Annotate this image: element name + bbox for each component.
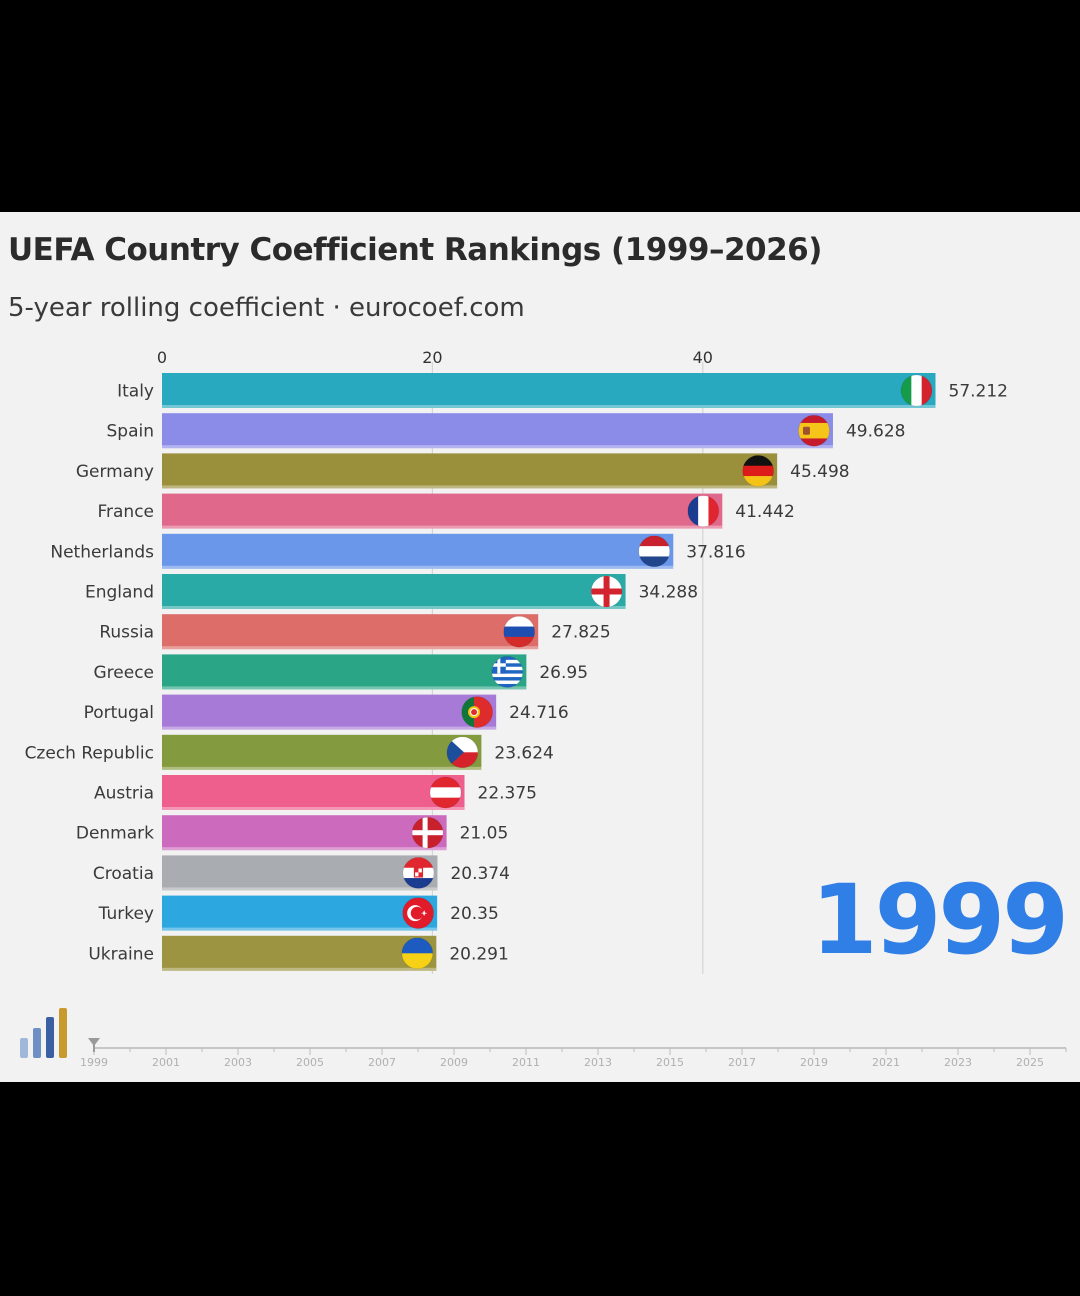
category-label: Italy xyxy=(117,382,154,402)
timeline-year-label: 2021 xyxy=(872,1056,900,1069)
x-tick-label: 0 xyxy=(157,348,167,367)
bar-row: Croatia 20.374 xyxy=(93,855,510,891)
bar-row: France 41.442 xyxy=(97,493,795,529)
value-label: 20.374 xyxy=(450,864,509,884)
croatia-flag-icon xyxy=(402,856,435,889)
bar-row: Austria 22.375 xyxy=(94,775,537,810)
chart-subtitle: 5-year rolling coefficient · eurocoef.co… xyxy=(8,293,525,323)
category-label: Denmark xyxy=(76,824,154,844)
austria-flag-icon xyxy=(429,776,462,809)
category-label: Spain xyxy=(107,422,155,442)
bar xyxy=(162,493,723,529)
bar xyxy=(162,533,674,569)
timeline-year-label: 2007 xyxy=(368,1056,396,1069)
bar-chart-logo-icon xyxy=(20,1008,67,1058)
timeline-year-label: 2015 xyxy=(656,1056,684,1069)
timeline-current-marker xyxy=(88,1038,100,1046)
value-label: 22.375 xyxy=(478,784,537,804)
greece-flag-icon xyxy=(491,655,524,688)
category-label: Portugal xyxy=(84,703,154,723)
timeline-year-label: 2013 xyxy=(584,1056,612,1069)
bar-row: Czech Republic 23.624 xyxy=(25,734,554,770)
chart-title: UEFA Country Coefficient Rankings (1999–… xyxy=(8,232,822,268)
category-label: Greece xyxy=(93,663,154,683)
bar xyxy=(162,694,497,730)
bar xyxy=(162,654,527,690)
england-flag-icon xyxy=(590,575,623,608)
ukraine-flag-icon xyxy=(401,937,434,970)
bar xyxy=(162,815,447,851)
bar xyxy=(162,614,539,650)
denmark-flag-icon xyxy=(411,816,444,849)
category-label: England xyxy=(85,583,154,603)
bar-row: Russia 27.825 xyxy=(99,614,611,650)
spain-flag-icon xyxy=(797,414,830,447)
netherlands-flag-icon xyxy=(638,535,671,568)
timeline-year-label: 2005 xyxy=(296,1056,324,1069)
bar-row: England 34.288 xyxy=(85,574,698,609)
bar-row: Greece 26.95 xyxy=(93,654,588,690)
value-label: 27.825 xyxy=(551,623,610,643)
value-label: 23.624 xyxy=(494,743,553,763)
bar-row: Netherlands 37.816 xyxy=(50,533,746,569)
value-label: 45.498 xyxy=(790,462,849,482)
germany-flag-icon xyxy=(742,454,775,487)
timeline-year-label: 2011 xyxy=(512,1056,540,1069)
timeline-year-label: 2025 xyxy=(1016,1056,1044,1069)
czech-republic-flag-icon xyxy=(446,736,479,769)
turkey-flag-icon xyxy=(402,897,435,930)
bar-row: Turkey 20.35 xyxy=(98,895,499,931)
category-label: Russia xyxy=(99,623,154,643)
value-label: 20.35 xyxy=(450,904,499,924)
category-label: Netherlands xyxy=(50,542,154,562)
bar xyxy=(162,574,626,609)
bar-row: Spain 49.628 xyxy=(107,413,905,449)
value-label: 49.628 xyxy=(846,422,905,442)
bar xyxy=(162,855,438,891)
category-label: Austria xyxy=(94,784,154,804)
category-label: Turkey xyxy=(98,904,154,924)
bar xyxy=(162,453,778,489)
value-label: 37.816 xyxy=(686,542,745,562)
category-label: France xyxy=(97,502,154,522)
value-label: 57.212 xyxy=(949,382,1008,402)
italy-flag-icon xyxy=(900,374,933,407)
value-label: 21.05 xyxy=(460,824,509,844)
bar xyxy=(162,734,482,770)
value-label: 20.291 xyxy=(449,944,508,964)
portugal-flag-icon xyxy=(461,696,494,729)
x-tick-label: 40 xyxy=(693,348,713,367)
bar-row: Germany 45.498 xyxy=(76,453,850,489)
bar xyxy=(162,775,465,810)
timeline-year-label: 2019 xyxy=(800,1056,828,1069)
bar-row: Italy 57.212 xyxy=(117,373,1008,408)
bar xyxy=(162,413,833,449)
bar xyxy=(162,895,438,931)
value-label: 34.288 xyxy=(639,583,698,603)
russia-flag-icon xyxy=(503,615,536,648)
timeline-year-label: 2003 xyxy=(224,1056,252,1069)
bar-row: Denmark 21.05 xyxy=(76,815,509,851)
value-label: 24.716 xyxy=(509,703,568,723)
category-label: Ukraine xyxy=(88,944,154,964)
x-tick-label: 20 xyxy=(422,348,442,367)
timeline-year-label: 2001 xyxy=(152,1056,180,1069)
category-label: Croatia xyxy=(93,864,154,884)
value-label: 26.95 xyxy=(539,663,588,683)
bar-row: Portugal 24.716 xyxy=(84,694,569,730)
current-year-label: 1999 xyxy=(810,864,1069,976)
timeline-year-label: 2009 xyxy=(440,1056,468,1069)
bar-row: Ukraine 20.291 xyxy=(88,935,509,971)
timeline-year-label: 2017 xyxy=(728,1056,756,1069)
bar xyxy=(162,373,936,408)
category-label: Czech Republic xyxy=(25,743,154,763)
category-label: Germany xyxy=(76,462,154,482)
timeline-year-label: 1999 xyxy=(80,1056,108,1069)
france-flag-icon xyxy=(687,495,720,528)
value-label: 41.442 xyxy=(735,502,794,522)
timeline-year-label: 2023 xyxy=(944,1056,972,1069)
bar xyxy=(162,935,437,971)
bar-chart: 0 20 40 Italy 57.212 Spain 49.628 Germany 45.498… xyxy=(25,348,1008,974)
year-timeline[interactable]: 1999 2001 2003 2005 2007 2009 2011 2013 2015 2017… xyxy=(0,1030,1080,1080)
